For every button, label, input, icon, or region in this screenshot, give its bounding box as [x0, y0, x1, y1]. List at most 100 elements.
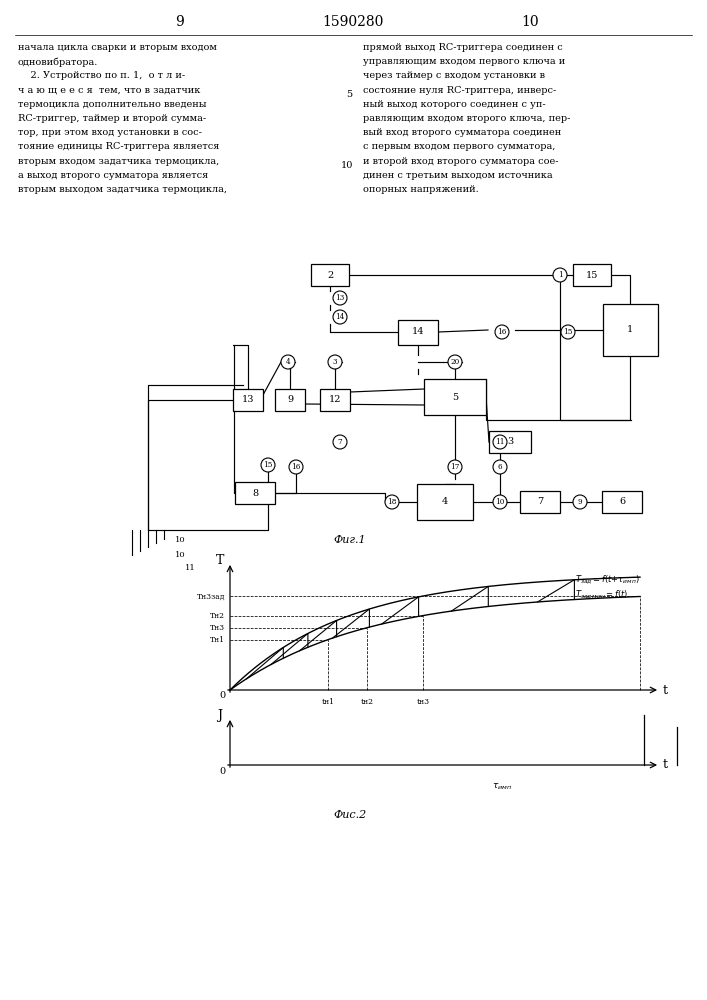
Text: прямой выход RC-триггера соединен с: прямой выход RC-триггера соединен с: [363, 43, 563, 52]
Circle shape: [333, 310, 347, 324]
Text: 9: 9: [175, 15, 185, 29]
Text: 13: 13: [242, 395, 255, 404]
Text: равляющим входом второго ключа, пер-: равляющим входом второго ключа, пер-: [363, 114, 571, 123]
Text: 1590280: 1590280: [322, 15, 384, 29]
Circle shape: [385, 495, 399, 509]
Text: 4: 4: [286, 358, 291, 366]
Text: с первым входом первого сумматора,: с первым входом первого сумматора,: [363, 142, 556, 151]
Circle shape: [493, 460, 507, 474]
Text: 0: 0: [219, 766, 225, 776]
Bar: [311, 264, 349, 286]
Text: 17: 17: [450, 463, 460, 471]
Text: 1: 1: [558, 271, 562, 279]
Text: 9: 9: [578, 498, 583, 506]
Circle shape: [495, 325, 509, 339]
Text: 16: 16: [497, 328, 507, 336]
Text: 12: 12: [329, 395, 341, 404]
Text: 10: 10: [175, 536, 186, 544]
Text: 3: 3: [333, 358, 337, 366]
Text: 0: 0: [219, 692, 225, 700]
Text: 7: 7: [537, 497, 543, 506]
Text: $T_{зад}=f(t{+}\tau_{имп})$: $T_{зад}=f(t{+}\tau_{имп})$: [575, 574, 640, 586]
Bar: [398, 320, 438, 344]
Text: ч а ю щ е е с я  тем, что в задатчик: ч а ю щ е е с я тем, что в задатчик: [18, 86, 200, 95]
Text: 10: 10: [496, 498, 505, 506]
Text: 16: 16: [291, 463, 300, 471]
Text: tн1: tн1: [322, 698, 334, 706]
Text: T: T: [216, 554, 224, 566]
Bar: [235, 482, 275, 504]
Text: 6: 6: [498, 463, 502, 471]
Text: t: t: [662, 684, 667, 696]
Circle shape: [448, 355, 462, 369]
Circle shape: [328, 355, 342, 369]
Bar: [424, 379, 486, 415]
Text: J: J: [218, 708, 223, 722]
Text: а выход второго сумматора является: а выход второго сумматора является: [18, 171, 209, 180]
Circle shape: [448, 460, 462, 474]
Text: 8: 8: [252, 488, 258, 497]
Text: 2. Устройство по п. 1,  о т л и-: 2. Устройство по п. 1, о т л и-: [18, 71, 185, 80]
Text: Tн3зад: Tн3зад: [197, 592, 225, 600]
Text: и второй вход второго сумматора сое-: и второй вход второго сумматора сое-: [363, 157, 559, 166]
Circle shape: [553, 268, 567, 282]
Text: вторым входом задатчика термоцикла,: вторым входом задатчика термоцикла,: [18, 157, 219, 166]
Text: 10: 10: [521, 15, 539, 29]
Text: RC-триггер, таймер и второй сумма-: RC-триггер, таймер и второй сумма-: [18, 114, 206, 123]
Text: динен с третьим выходом источника: динен с третьим выходом источника: [363, 171, 553, 180]
Bar: [520, 491, 560, 513]
Text: Tн2: Tн2: [210, 612, 225, 620]
Text: одновибратора.: одновибратора.: [18, 57, 98, 67]
Text: 5: 5: [452, 392, 458, 401]
Circle shape: [493, 495, 507, 509]
Text: $\tau_{имп}$: $\tau_{имп}$: [492, 782, 512, 792]
Text: 15: 15: [586, 270, 598, 279]
Text: 2: 2: [327, 270, 333, 279]
Circle shape: [289, 460, 303, 474]
Text: 4: 4: [442, 497, 448, 506]
Text: Tн3: Tн3: [210, 624, 225, 632]
Text: 1: 1: [627, 326, 633, 334]
Text: 5: 5: [346, 90, 352, 99]
Text: 18: 18: [387, 498, 397, 506]
Text: вторым выходом задатчика термоцикла,: вторым выходом задатчика термоцикла,: [18, 185, 227, 194]
Text: через таймер с входом установки в: через таймер с входом установки в: [363, 71, 545, 80]
Text: 10: 10: [341, 161, 354, 170]
Text: термоцикла дополнительно введены: термоцикла дополнительно введены: [18, 100, 206, 109]
Text: ный выход которого соединен с уп-: ный выход которого соединен с уп-: [363, 100, 546, 109]
Bar: [573, 264, 611, 286]
Text: состояние нуля RC-триггера, инверс-: состояние нуля RC-триггера, инверс-: [363, 86, 556, 95]
Circle shape: [573, 495, 587, 509]
Text: 3: 3: [507, 438, 513, 446]
Text: 13: 13: [335, 294, 344, 302]
Text: 15: 15: [563, 328, 573, 336]
Circle shape: [281, 355, 295, 369]
Text: тор, при этом вход установки в сос-: тор, при этом вход установки в сос-: [18, 128, 202, 137]
Bar: [489, 431, 531, 453]
Bar: [602, 304, 658, 356]
Text: 11: 11: [185, 564, 196, 572]
Text: Tн1: Tн1: [210, 636, 225, 644]
Circle shape: [333, 291, 347, 305]
Text: 14: 14: [335, 313, 345, 321]
Bar: [602, 491, 642, 513]
Text: 9: 9: [287, 395, 293, 404]
Text: тояние единицы RC-триггера является: тояние единицы RC-триггера является: [18, 142, 219, 151]
Text: tн2: tн2: [361, 698, 374, 706]
Bar: [275, 389, 305, 411]
Text: 11: 11: [495, 438, 505, 446]
Circle shape: [493, 435, 507, 449]
Text: Фиг.1: Фиг.1: [334, 535, 366, 545]
Text: Фис.2: Фис.2: [334, 810, 367, 820]
Text: вый вход второго сумматора соединен: вый вход второго сумматора соединен: [363, 128, 561, 137]
Circle shape: [261, 458, 275, 472]
Text: t: t: [662, 758, 667, 772]
Text: 15: 15: [263, 461, 273, 469]
Text: опорных напряжений.: опорных напряжений.: [363, 185, 479, 194]
Text: tн3: tн3: [416, 698, 429, 706]
Circle shape: [333, 435, 347, 449]
Bar: [233, 389, 263, 411]
Text: 6: 6: [619, 497, 625, 506]
Text: управляющим входом первого ключа и: управляющим входом первого ключа и: [363, 57, 566, 66]
Bar: [417, 484, 473, 520]
